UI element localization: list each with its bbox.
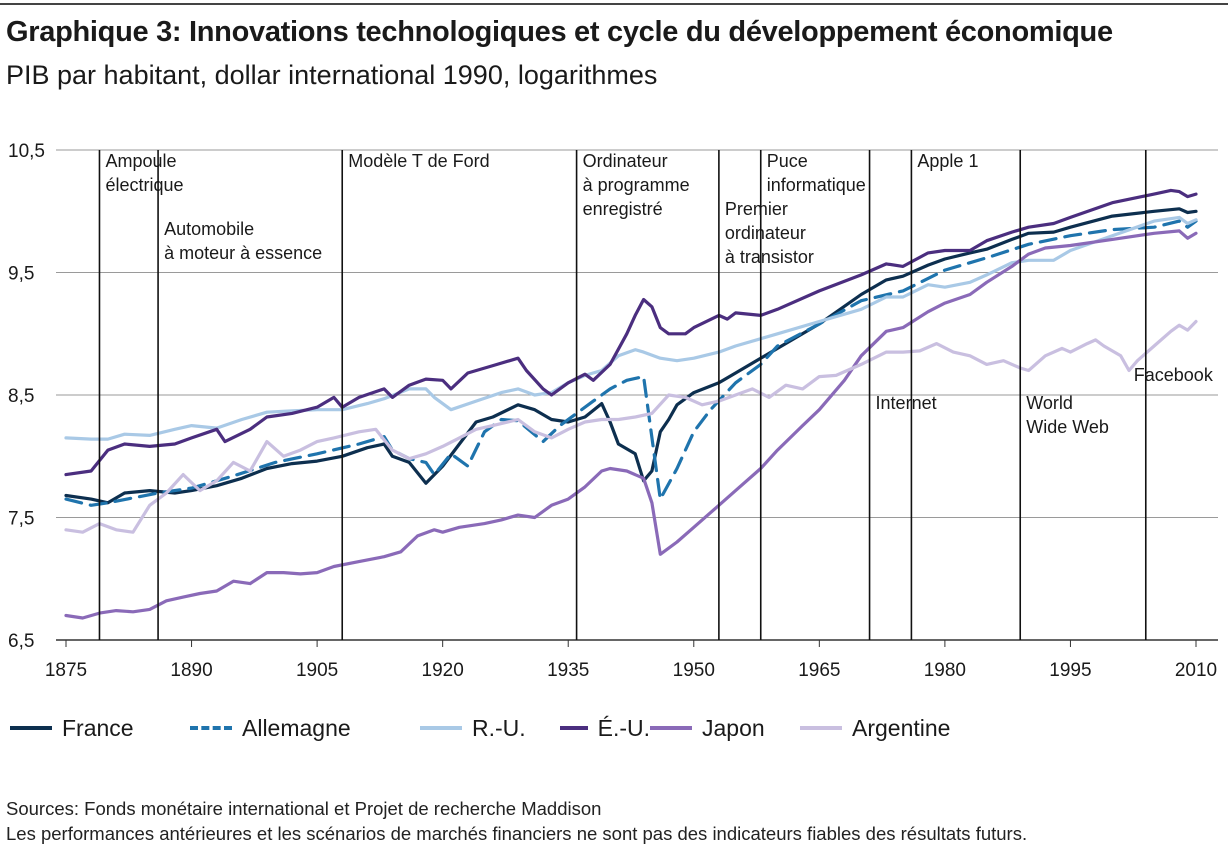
- legend-item: É.-U.: [560, 715, 650, 742]
- legend-swatch: [10, 726, 52, 730]
- x-tick-label: 1890: [170, 660, 212, 681]
- chart-title: Graphique 3: Innovations technologiques …: [6, 16, 1113, 48]
- x-tick-label: 1995: [1049, 660, 1091, 681]
- legend-item: Allemagne: [190, 715, 420, 742]
- line-chart: 6,5 7,5 8,5 9,5 10,5 1875 1890 1905 1920 1935 1950…: [8, 141, 1218, 681]
- x-tick-label: 1905: [296, 660, 338, 681]
- legend-swatch: [560, 726, 588, 730]
- innovation-label: World Wide Web: [1026, 393, 1109, 437]
- innovation-label: Ordinateur à programme enregistré: [583, 151, 690, 219]
- y-tick-label: 10,5: [8, 141, 45, 162]
- series-line-france: [64, 207, 1198, 505]
- title-rule: [0, 3, 1228, 5]
- series-lines: [64, 188, 1198, 620]
- legend-swatch: [650, 726, 692, 730]
- legend-label: R.-U.: [472, 714, 526, 741]
- axes: 6,5 7,5 8,5 9,5 10,5 1875 1890 1905 1920 1935 1950…: [8, 141, 1217, 681]
- y-tick-label: 6,5: [8, 631, 34, 652]
- innovation-label: Premier ordinateur à transistor: [725, 199, 814, 267]
- footer: Sources: Fonds monétaire international e…: [6, 796, 1027, 846]
- legend: France Allemagne R.-U. É.-U. Japon Argentine: [10, 708, 960, 748]
- x-tick-label: 1965: [798, 660, 840, 681]
- legend-item: Japon: [650, 715, 800, 742]
- innovation-label: Facebook: [1134, 365, 1214, 385]
- legend-label: É.-U.: [597, 714, 650, 741]
- grid-lines: [56, 149, 1218, 641]
- series-line-éu: [64, 188, 1198, 477]
- legend-item: Argentine: [800, 715, 960, 742]
- disclaimer-note: Les performances antérieures et les scén…: [6, 823, 1028, 844]
- innovation-label: Ampoule électrique: [105, 151, 183, 195]
- series-line-japon: [64, 229, 1198, 620]
- legend-swatch: [420, 726, 462, 730]
- x-tick-label: 1980: [924, 660, 966, 681]
- y-tick-label: 7,5: [8, 509, 34, 530]
- x-tick-label: 2010: [1175, 660, 1217, 681]
- x-tick-label: 1950: [673, 660, 715, 681]
- sources-note: Sources: Fonds monétaire international e…: [6, 798, 602, 819]
- y-tick-label: 8,5: [8, 386, 34, 407]
- legend-label: Japon: [702, 714, 765, 741]
- series-line-argentine: [64, 319, 1198, 534]
- legend-swatch: [800, 726, 842, 730]
- legend-label: Allemagne: [242, 714, 351, 741]
- x-tick-label: 1935: [547, 660, 589, 681]
- innovation-label: Apple 1: [917, 151, 978, 171]
- innovation-label: Automobile à moteur à essence: [164, 219, 322, 263]
- legend-swatch: [190, 726, 232, 730]
- series-line-allemagne: [64, 219, 1198, 507]
- legend-label: France: [62, 714, 134, 741]
- legend-item: R.-U.: [420, 715, 560, 742]
- chart-subtitle: PIB par habitant, dollar international 1…: [6, 60, 658, 90]
- innovation-label: Puce informatique: [767, 151, 866, 195]
- x-tick-label: 1875: [45, 660, 87, 681]
- innovation-markers: Ampoule électrique Automobile à moteur à es…: [98, 150, 1214, 640]
- legend-label: Argentine: [852, 714, 951, 741]
- innovation-label: Modèle T de Ford: [348, 151, 489, 171]
- y-tick-label: 9,5: [8, 264, 34, 285]
- legend-item: France: [10, 715, 190, 742]
- innovation-label: Internet: [876, 393, 937, 413]
- x-tick-label: 1920: [422, 660, 464, 681]
